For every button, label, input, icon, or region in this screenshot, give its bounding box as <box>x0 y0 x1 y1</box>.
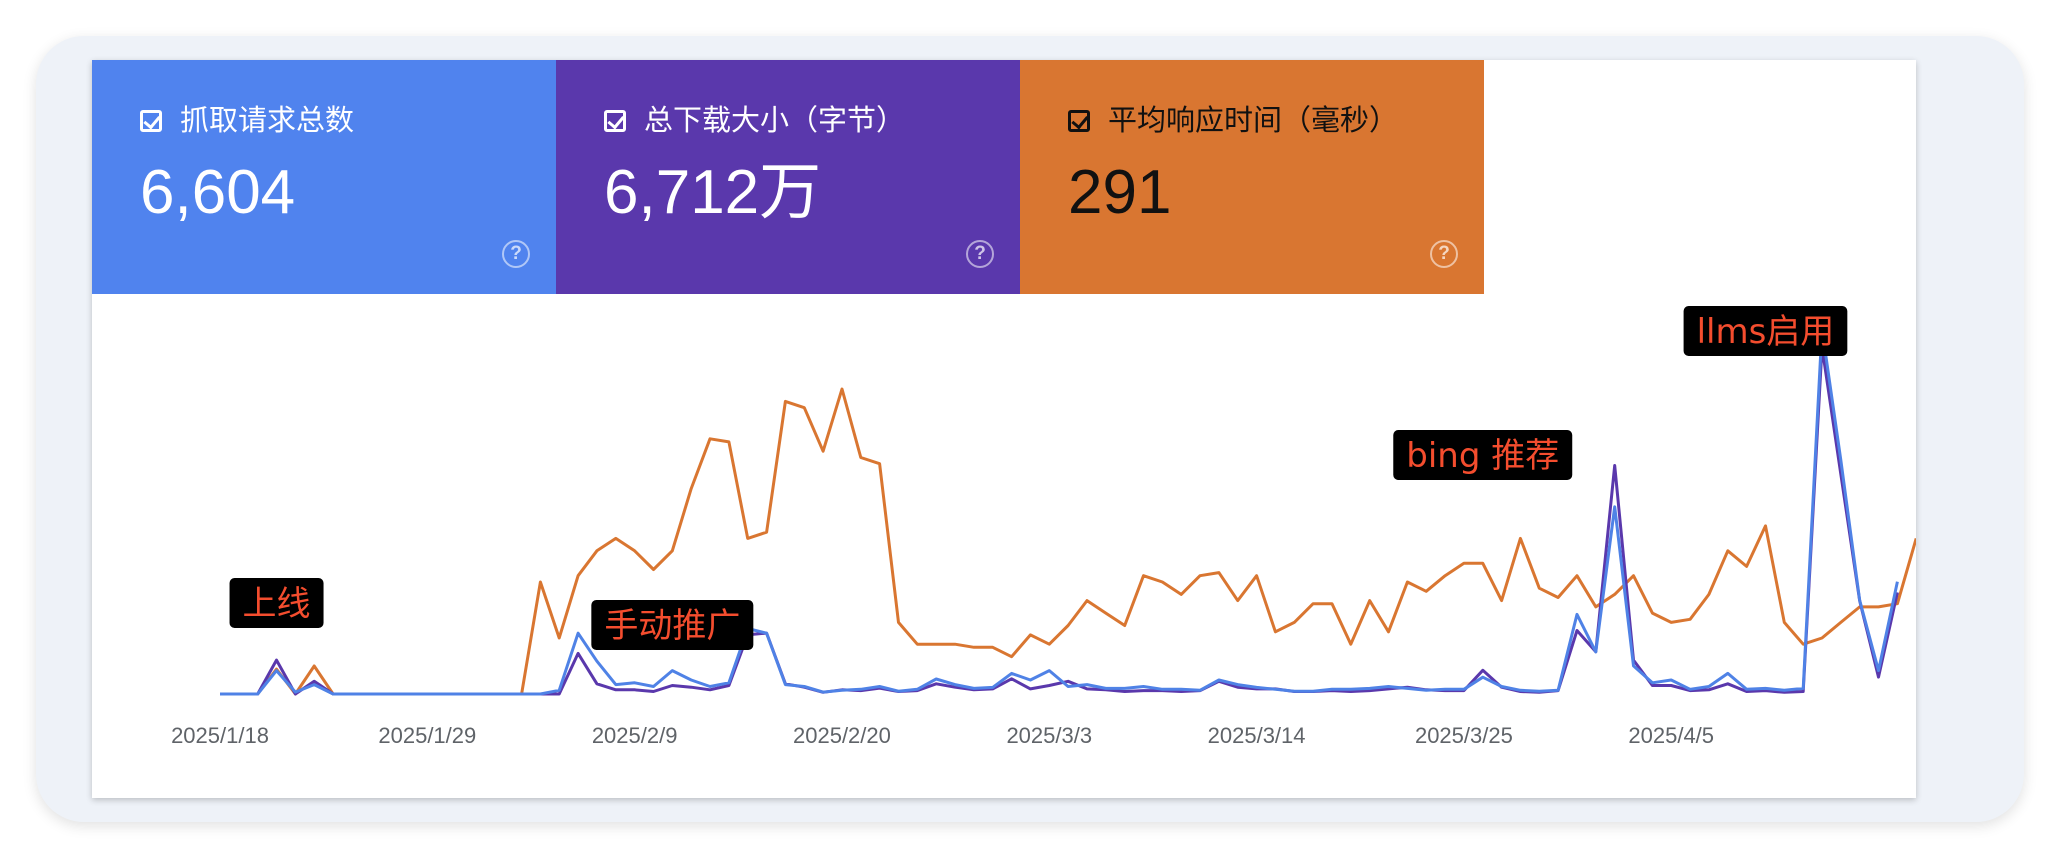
x-tick-label: 2025/1/18 <box>171 723 269 748</box>
tile-label: 抓取请求总数 <box>180 105 355 137</box>
series-line <box>220 327 1899 696</box>
series-line <box>220 387 1916 696</box>
help-icon[interactable]: ? <box>1430 240 1458 268</box>
tile-value: 6,604 <box>140 158 296 227</box>
tile-value: 6,712万 <box>604 158 822 227</box>
chart-lines <box>220 327 1916 696</box>
svg-text:手动推广: 手动推广 <box>604 606 740 646</box>
checkbox-checked-icon[interactable] <box>140 110 162 132</box>
tile-value: 291 <box>1068 158 1172 227</box>
crawl-chart: 2025/1/18 2025/1/29 2025/2/9 2025/2/20 2025/… <box>171 306 1916 748</box>
x-tick-label: 2025/3/3 <box>1006 723 1092 748</box>
crawl-stats-card: 抓取请求总数 6,604 ? 总下载大小（字节） 6,712万 ? 平均响应时间… <box>92 60 1916 798</box>
help-icon[interactable]: ? <box>966 240 994 268</box>
svg-text:上线: 上线 <box>243 584 311 624</box>
x-tick-label: 2025/1/29 <box>378 723 476 748</box>
tile-label: 总下载大小（字节） <box>644 105 906 137</box>
x-tick-label: 2025/3/25 <box>1415 723 1513 748</box>
x-tick-label: 2025/4/5 <box>1628 723 1714 748</box>
checkbox-checked-icon[interactable] <box>1068 110 1090 132</box>
tile-label: 平均响应时间（毫秒） <box>1108 105 1399 137</box>
tile-download-size[interactable]: 总下载大小（字节） 6,712万 ? <box>556 60 1020 294</box>
checkbox-checked-icon[interactable] <box>604 110 626 132</box>
annotation-label: llms启用 <box>1683 306 1848 356</box>
svg-text:llms启用: llms启用 <box>1697 312 1835 352</box>
annotation-label: bing 推荐 <box>1393 430 1573 480</box>
x-tick-label: 2025/2/20 <box>793 723 891 748</box>
tile-response-time[interactable]: 平均响应时间（毫秒） 291 ? <box>1020 60 1484 294</box>
svg-text:bing 推荐: bing 推荐 <box>1406 436 1559 476</box>
annotation-label: 手动推广 <box>591 600 754 650</box>
annotation-label: 上线 <box>229 578 324 628</box>
tile-requests[interactable]: 抓取请求总数 6,604 ? <box>92 60 556 294</box>
metric-tiles: 抓取请求总数 6,604 ? 总下载大小（字节） 6,712万 ? 平均响应时间… <box>92 60 1484 294</box>
x-axis-ticks: 2025/1/18 2025/1/29 2025/2/9 2025/2/20 2025/… <box>171 723 1714 748</box>
help-icon[interactable]: ? <box>502 240 530 268</box>
x-tick-label: 2025/3/14 <box>1208 723 1306 748</box>
series-line <box>220 345 1899 696</box>
x-tick-label: 2025/2/9 <box>592 723 678 748</box>
